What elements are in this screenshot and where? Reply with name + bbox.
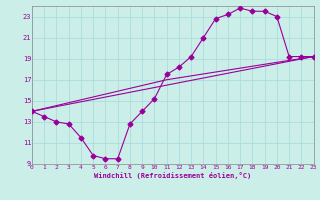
X-axis label: Windchill (Refroidissement éolien,°C): Windchill (Refroidissement éolien,°C) — [94, 172, 252, 179]
